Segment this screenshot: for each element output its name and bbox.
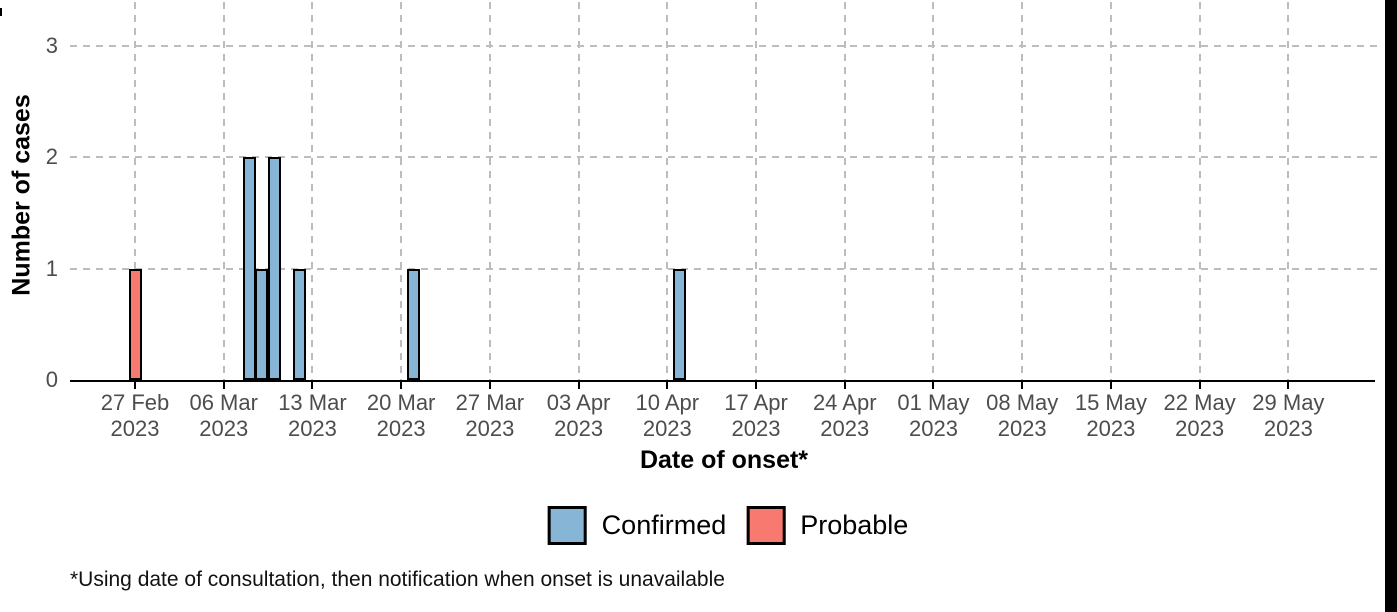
x-tick-mark-2023-05-22: [1198, 382, 1201, 389]
x-tick-mark-2023-04-24: [843, 382, 846, 389]
x-tick-mark-2023-05-29: [1287, 382, 1290, 389]
x-tick-label-2023-04-03: 03 Apr 2023: [514, 390, 644, 442]
x-tick-label-year: 2023: [110, 416, 160, 441]
x-tick-mark-2023-05-15: [1109, 382, 1112, 389]
x-tick-label-2023-03-20: 20 Mar 2023: [336, 390, 466, 442]
x-tick-label-2023-02-27: 27 Feb 2023: [70, 390, 200, 442]
x-tick-label-day: 22 May: [1163, 390, 1236, 415]
x-axis-line: [70, 380, 1375, 382]
gridline-x-2023-03-06: [222, 2, 225, 380]
legend-item-probable: Probable: [746, 506, 908, 545]
screen-edge-artifact: [1385, 0, 1397, 612]
bar-confirmed-2023-03-09: [255, 268, 269, 380]
plot-panel: [70, 0, 1378, 380]
bar-confirmed-2023-04-11: [673, 268, 687, 380]
x-tick-label-day: 29 May: [1252, 390, 1325, 415]
x-tick-label-day: 06 Mar: [189, 390, 258, 415]
gridline-x-2023-04-17: [755, 2, 758, 380]
bar-confirmed-2023-03-12: [293, 268, 307, 380]
x-axis-title: Date of onset*: [639, 446, 809, 474]
x-tick-label-year: 2023: [554, 416, 604, 441]
footnote: *Using date of consultation, then notifi…: [70, 568, 725, 591]
bar-confirmed-2023-03-10: [267, 157, 281, 380]
x-tick-label-year: 2023: [820, 416, 870, 441]
x-tick-label-2023-03-06: 06 Mar 2023: [159, 390, 289, 442]
confirmed-swatch-icon: [547, 506, 587, 545]
x-tick-label-2023-05-29: 29 May 2023: [1223, 390, 1353, 442]
x-tick-label-day: 13 Mar: [278, 390, 347, 415]
legend-item-confirmed: Confirmed: [547, 506, 727, 545]
x-tick-mark-2023-04-03: [577, 382, 580, 389]
gridline-y-1: [70, 267, 1378, 270]
x-tick-label-year: 2023: [287, 416, 337, 441]
y-tick-label-3: 3: [45, 32, 58, 58]
x-tick-label-2023-05-08: 08 May 2023: [957, 390, 1087, 442]
gridline-x-2023-05-29: [1287, 2, 1290, 380]
x-tick-label-day: 10 Apr: [635, 390, 700, 415]
gridline-x-2023-04-10: [666, 2, 669, 380]
x-tick-label-year: 2023: [465, 416, 515, 441]
x-tick-label-year: 2023: [1086, 416, 1136, 441]
gridline-x-2023-03-27: [488, 2, 491, 380]
bar-probable-2023-02-27: [128, 268, 142, 380]
x-tick-label-2023-03-13: 13 Mar 2023: [247, 390, 377, 442]
gridline-x-2023-03-13: [311, 2, 314, 380]
x-tick-label-year: 2023: [199, 416, 249, 441]
x-tick-mark-2023-04-17: [755, 382, 758, 389]
gridline-y-2: [70, 156, 1378, 158]
x-tick-label-year: 2023: [908, 416, 958, 441]
x-tick-mark-2023-04-10: [666, 382, 669, 389]
x-tick-label-2023-05-15: 15 May 2023: [1046, 390, 1176, 442]
x-tick-mark-2023-03-06: [222, 382, 225, 389]
x-tick-label-2023-03-27: 27 Mar 2023: [425, 390, 555, 442]
gridline-x-2023-04-03: [577, 2, 580, 380]
x-tick-label-2023-04-24: 24 Apr 2023: [780, 390, 910, 442]
gridline-x-2023-05-15: [1109, 2, 1112, 380]
y-tick-label-1: 1: [45, 255, 58, 281]
y-tick-label-2: 2: [45, 144, 58, 169]
x-tick-label-day: 01 May: [897, 390, 970, 415]
bar-confirmed-2023-03-21: [407, 268, 421, 380]
x-tick-label-year: 2023: [642, 416, 692, 441]
x-tick-label-year: 2023: [997, 416, 1047, 441]
x-tick-mark-2023-05-01: [932, 382, 935, 389]
x-tick-mark-2023-03-20: [400, 382, 403, 389]
x-tick-label-year: 2023: [1175, 416, 1225, 441]
x-tick-label-day: 08 May: [986, 390, 1059, 415]
x-tick-label-2023-05-01: 01 May 2023: [868, 390, 998, 442]
x-tick-label-day: 17 Apr: [724, 390, 788, 415]
x-tick-label-year: 2023: [1263, 416, 1313, 441]
x-tick-mark-2023-02-27: [134, 382, 136, 389]
screen-edge-artifact-small: [0, 8, 2, 16]
x-tick-mark-2023-03-13: [311, 382, 314, 389]
probable-swatch-icon: [746, 506, 786, 545]
legend-label-probable: Probable: [800, 510, 909, 540]
y-tick-label-0: 0: [45, 367, 58, 392]
legend-label-confirmed: Confirmed: [601, 510, 727, 540]
gridline-x-2023-05-22: [1198, 2, 1201, 380]
x-tick-label-2023-04-10: 10 Apr 2023: [602, 390, 732, 442]
x-tick-label-year: 2023: [731, 416, 781, 441]
gridline-y-3: [70, 44, 1378, 47]
x-tick-label-day: 15 May: [1074, 390, 1147, 415]
x-tick-label-day: 27 Feb: [100, 390, 170, 415]
x-tick-label-2023-05-22: 22 May 2023: [1135, 390, 1265, 442]
x-tick-label-day: 20 Mar: [366, 390, 436, 415]
x-tick-label-2023-04-17: 17 Apr 2023: [691, 390, 821, 442]
x-tick-label-day: 24 Apr: [812, 390, 877, 415]
x-tick-label-year: 2023: [376, 416, 426, 441]
gridline-x-2023-05-08: [1021, 2, 1024, 380]
legend: Confirmed Probable: [547, 506, 908, 545]
gridline-x-2023-04-24: [843, 2, 846, 380]
x-tick-label-day: 03 Apr: [546, 390, 611, 415]
bar-confirmed-2023-03-08: [242, 157, 256, 380]
gridline-x-2023-03-20: [400, 2, 403, 380]
x-tick-mark-2023-05-08: [1021, 382, 1024, 389]
x-tick-label-day: 27 Mar: [455, 390, 525, 415]
gridline-x-2023-05-01: [932, 2, 935, 380]
gridline-x-2023-02-27: [134, 2, 136, 380]
x-tick-mark-2023-03-27: [488, 382, 491, 389]
